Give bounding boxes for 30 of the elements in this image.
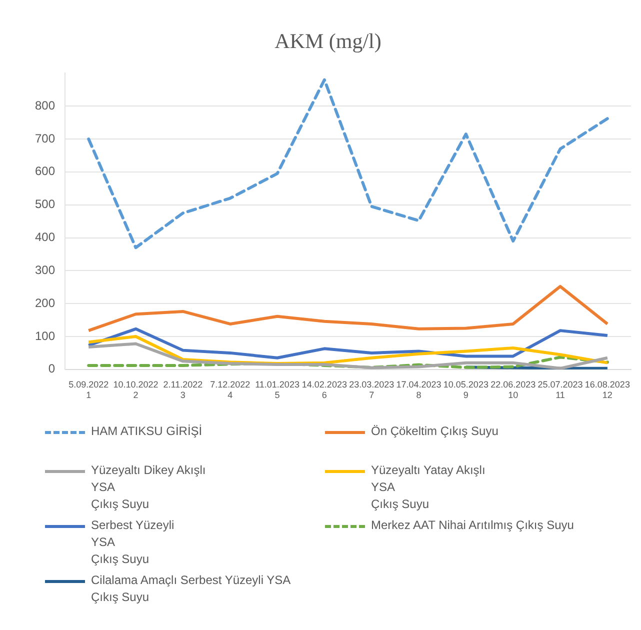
- chart-title: AKM (mg/l): [274, 29, 382, 54]
- legend-label: Cilalama Amaçlı Serbest Yüzeyli YSA Çıkış Suyu: [91, 572, 291, 606]
- x-tick-label: 23.03.2023 7: [349, 379, 394, 400]
- y-tick-label: 400: [34, 230, 56, 244]
- y-tick-label: 500: [34, 197, 56, 212]
- x-tick-label: 2.11.2022 3: [163, 379, 203, 400]
- y-tick-label: 800: [34, 98, 56, 112]
- y-tick-label: 700: [34, 131, 56, 146]
- x-tick-label: 14.02.2023 6: [302, 379, 347, 400]
- x-tick-label: 17.04.2023 8: [396, 379, 442, 400]
- legend-label: Ön Çökeltim Çıkış Suyu: [371, 423, 498, 440]
- legend-label: HAM ATIKSU GİRİŞİ: [91, 423, 202, 440]
- y-tick-label: 600: [34, 164, 56, 178]
- x-tick-label: 5.09.2022 1: [68, 379, 109, 400]
- y-tick-label: 200: [34, 296, 56, 310]
- y-tick-label: 0: [48, 362, 56, 376]
- y-tick-label: 100: [34, 328, 56, 343]
- y-tick-label: 300: [34, 262, 56, 277]
- line-series: [87, 78, 609, 250]
- x-tick-label: 16.08.2023 12: [584, 379, 630, 400]
- legend-label: Yüzeyaltı Dikey Akışlı YSA Çıkış Suyu: [91, 462, 206, 513]
- legend-label: Yüzeyaltı Yatay Akışlı YSA Çıkış Suyu: [371, 462, 486, 513]
- x-tick-label: 10.05.2023 9: [443, 379, 488, 400]
- x-tick-label: 7.12.2022 4: [210, 379, 250, 400]
- x-tick-label: 10.10.2022 2: [113, 379, 158, 400]
- legend-label: Merkez AAT Nihai Arıtılmış Çıkış Suyu: [371, 517, 574, 534]
- x-tick-label: 22.06.2023 10: [490, 379, 536, 400]
- x-tick-label: 11.01.2023 5: [255, 379, 300, 400]
- legend-label: Serbest Yüzeyli YSA Çıkış Suyu: [91, 517, 174, 568]
- x-tick-label: 25.07.2023 11: [538, 379, 583, 400]
